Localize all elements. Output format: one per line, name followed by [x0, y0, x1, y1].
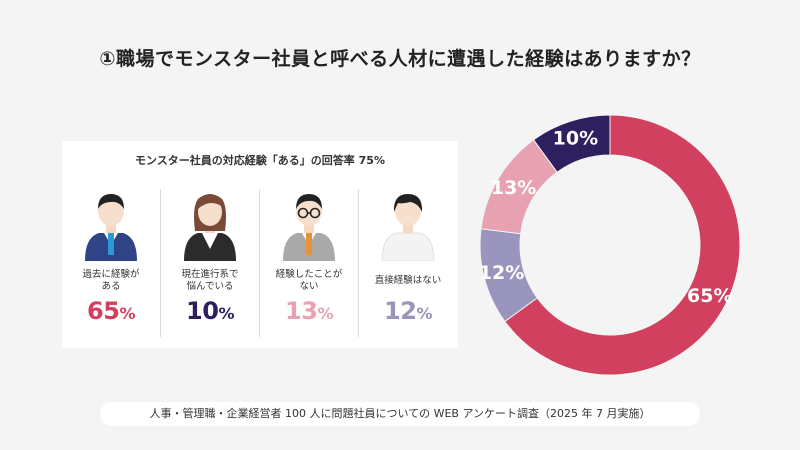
donut-slice	[532, 114, 611, 173]
donut-chart: 65% 12% 13% 10%	[479, 114, 741, 376]
stat-percentage: 12%	[384, 297, 432, 325]
survey-footnote: 人事・管理職・企業経営者 100 人に問題社員についての WEB アンケート調査…	[100, 402, 700, 426]
page-title: ①職場でモンスター社員と呼べる人材に遭遇した経験はありますか？	[99, 48, 701, 70]
stat-label: 経験したことが ない	[275, 269, 343, 292]
column-divider	[259, 189, 260, 337]
stat-column-past-experience: 過去に経験が ある 65%	[62, 187, 160, 337]
stat-column-no-direct-experience: 直接経験はない 12%	[359, 187, 457, 337]
stat-column-never-experienced: 経験したことが ない 13%	[260, 187, 358, 337]
donut-slice-label: 10%	[553, 127, 598, 149]
stat-percentage: 13%	[285, 297, 333, 325]
stats-panel: モンスター社員の対応経験「ある」の回答率 75% 過去に経験が ある 65% 現…	[62, 141, 458, 348]
businessman-glasses-icon	[283, 194, 335, 261]
donut-slice-label: 12%	[479, 262, 524, 284]
donut-slice-label: 65%	[687, 285, 732, 307]
businessman-blue-tie-icon	[85, 194, 137, 261]
stat-label: 過去に経験が ある	[82, 269, 140, 292]
casual-person-icon	[381, 194, 435, 261]
stat-percentage: 65%	[87, 297, 135, 325]
businesswoman-icon	[184, 194, 236, 261]
column-divider	[358, 189, 359, 337]
column-divider	[160, 189, 161, 337]
stat-label: 現在進行系で 悩んでいる	[181, 269, 239, 292]
stat-label: 直接経験はない	[374, 275, 442, 286]
donut-slice	[504, 114, 741, 376]
donut-slice-label: 13%	[491, 177, 536, 199]
panel-title: モンスター社員の対応経験「ある」の回答率 75%	[135, 154, 385, 167]
stat-percentage: 10%	[186, 297, 234, 325]
stat-column-currently-troubled: 現在進行系で 悩んでいる 10%	[161, 187, 259, 337]
